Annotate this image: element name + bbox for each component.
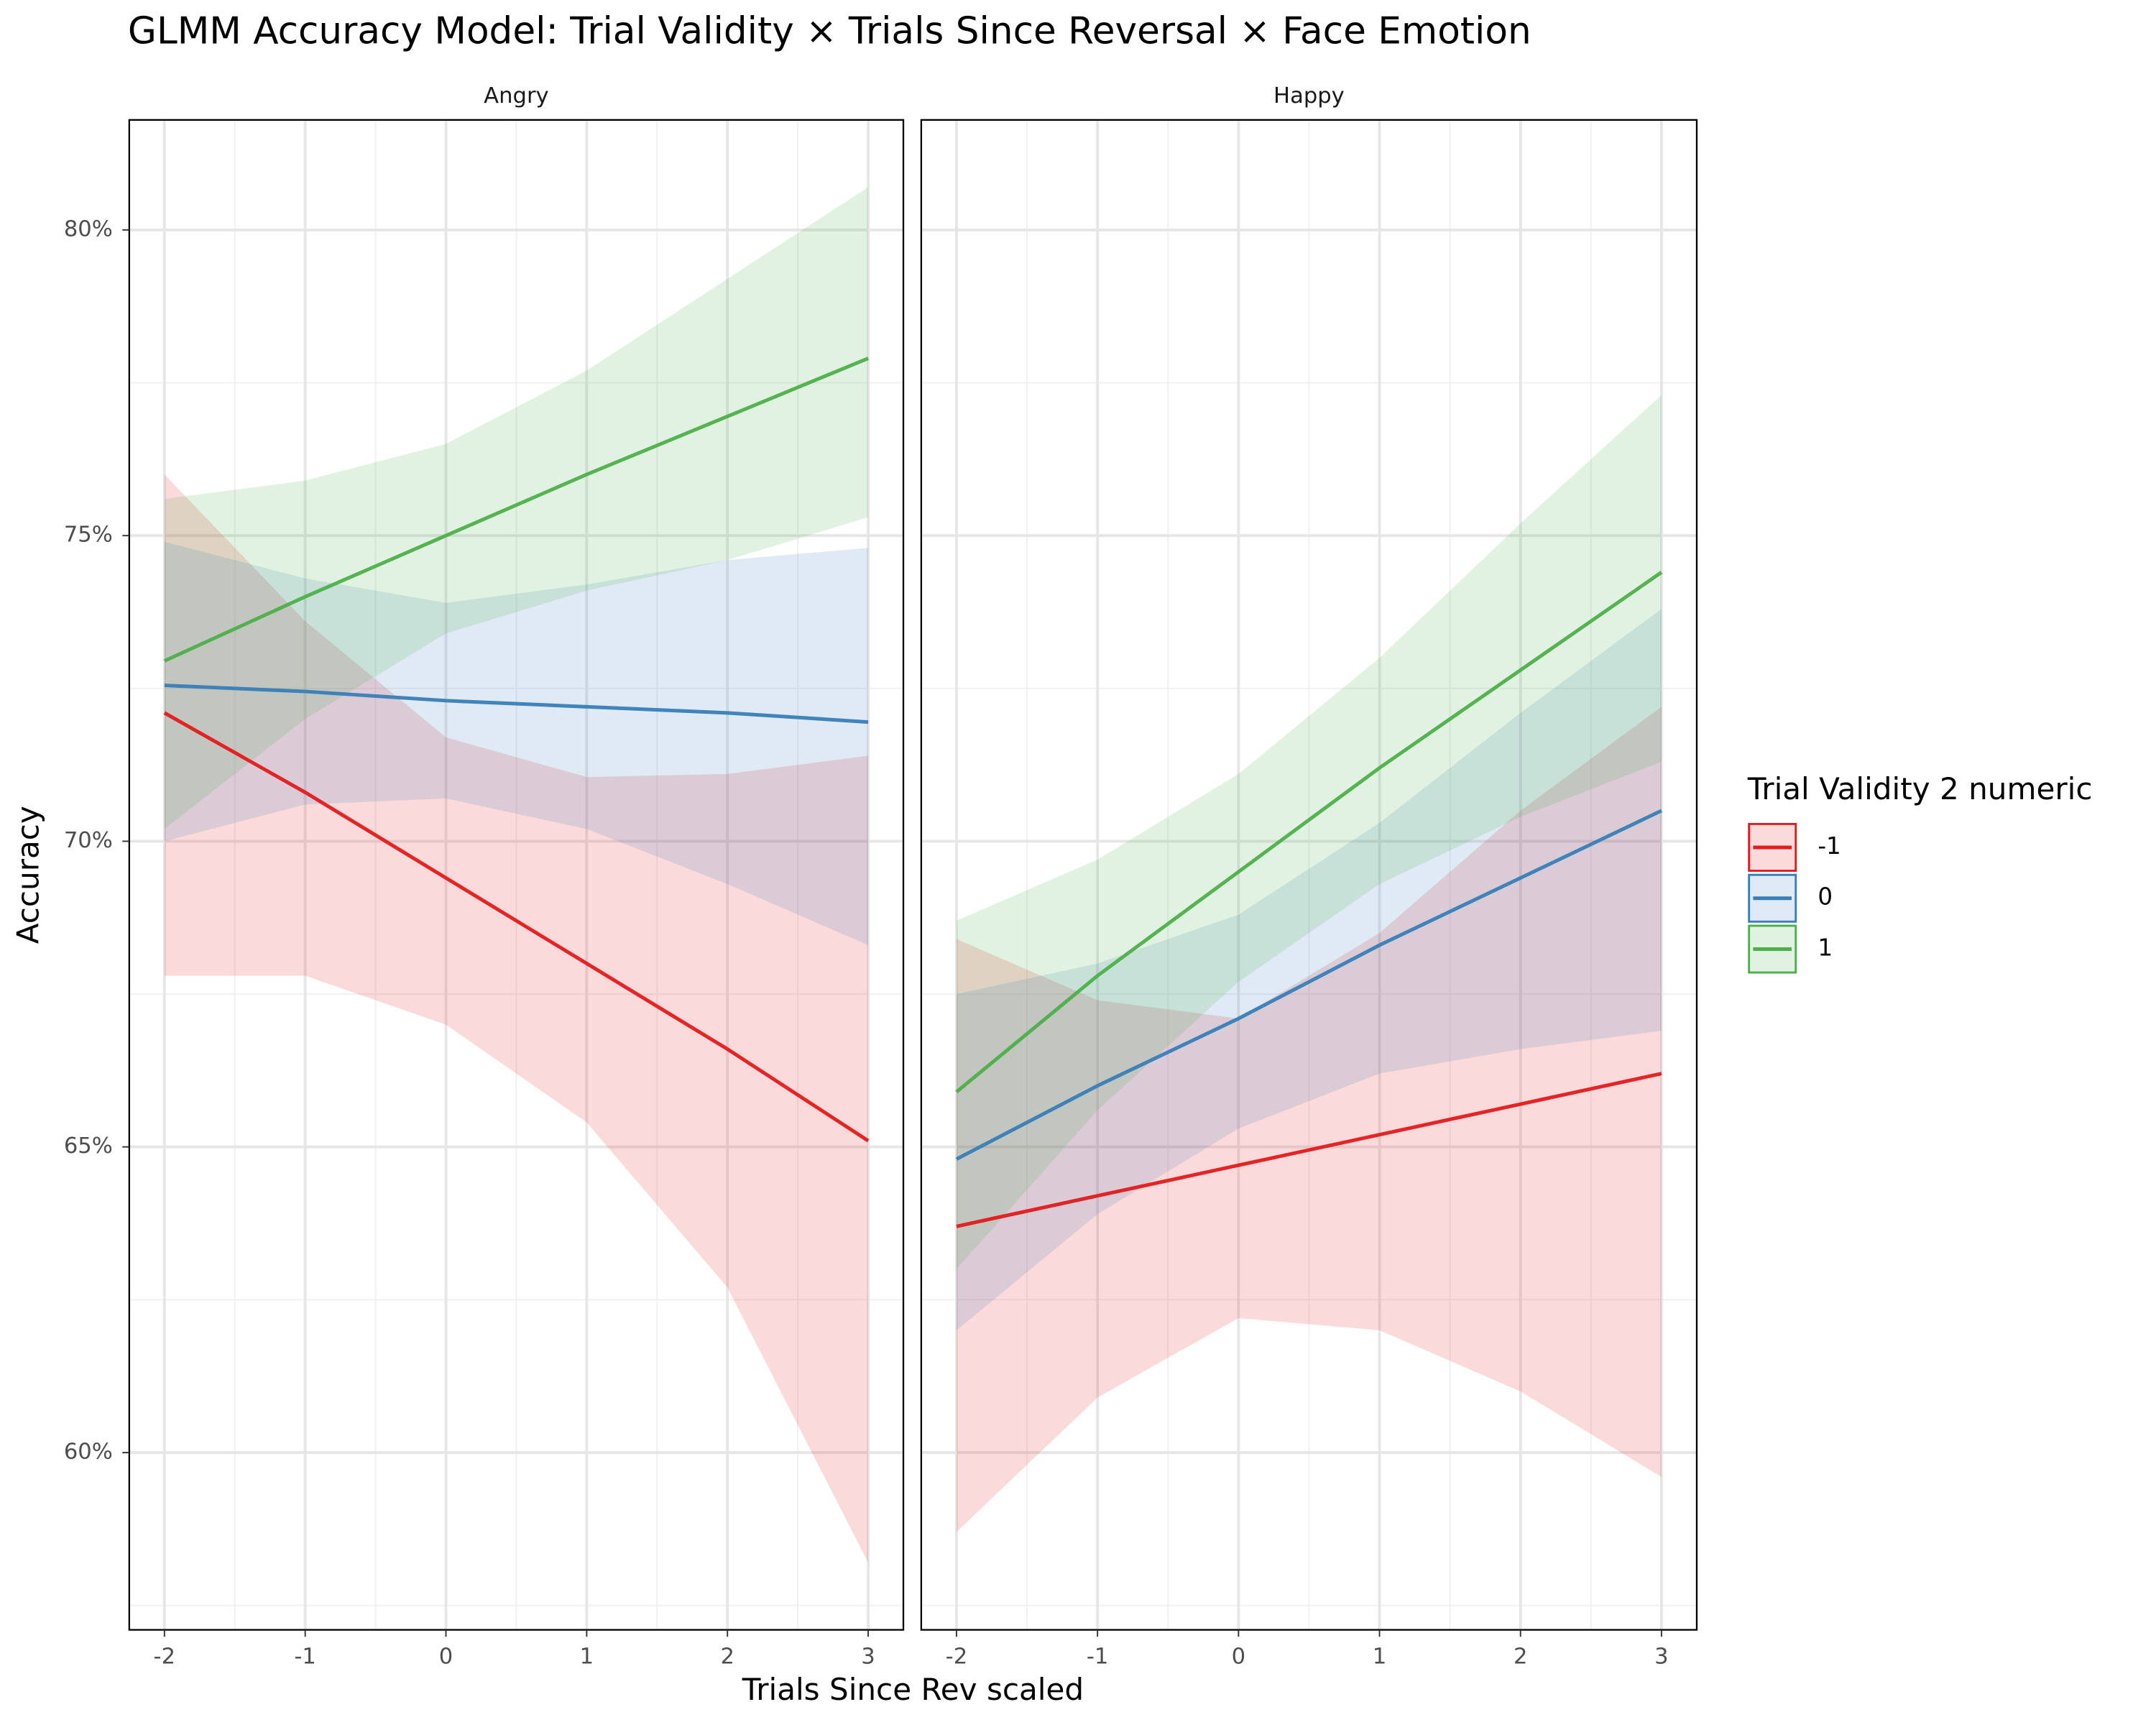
y-tick-label: 70%: [64, 828, 113, 853]
line: [163, 711, 870, 1143]
confidence-ribbon: [956, 395, 1662, 1269]
line: [955, 571, 1663, 1094]
x-tick-label: 3: [1654, 1644, 1668, 1669]
x-tick-label: 1: [580, 1644, 594, 1669]
y-tick-label: 75%: [64, 523, 113, 548]
panel-border: [128, 119, 905, 1631]
y-axis-label: Accuracy: [11, 806, 46, 944]
x-tick-label: 0: [1232, 1644, 1245, 1669]
x-tick-label: 1: [1373, 1644, 1386, 1669]
confidence-ribbon: [956, 707, 1662, 1532]
line: [164, 684, 869, 724]
confidence-ribbon: [164, 541, 869, 946]
line: [955, 809, 1662, 1161]
x-tick-label: 3: [861, 1644, 875, 1669]
legend-label: 1: [1818, 934, 1833, 962]
confidence-ribbon: [164, 187, 869, 829]
x-axis-label: Trials Since Rev scaled: [742, 1672, 1084, 1707]
panel-border: [920, 119, 1698, 1631]
x-tick-label: 2: [1514, 1644, 1527, 1669]
line: [956, 1072, 1662, 1228]
x-tick-label: -2: [154, 1644, 176, 1669]
facet-label: Happy: [1273, 83, 1345, 109]
y-tick-label: 60%: [64, 1439, 113, 1464]
facet-label: Angry: [484, 83, 548, 109]
legend-label: 0: [1818, 883, 1833, 911]
x-tick-label: 2: [720, 1644, 734, 1669]
line: [163, 356, 870, 663]
confidence-ribbon: [956, 609, 1662, 1330]
x-tick-label: -1: [1087, 1644, 1109, 1669]
y-tick-label: 65%: [64, 1133, 113, 1159]
x-tick-label: -1: [294, 1644, 316, 1669]
chart-title: GLMM Accuracy Model: Trial Validity × Tr…: [128, 9, 1531, 52]
x-tick-label: 0: [439, 1644, 453, 1669]
legend-title: Trial Validity 2 numeric: [1747, 771, 2093, 806]
confidence-ribbon: [164, 474, 869, 1563]
x-tick-label: -2: [946, 1644, 968, 1669]
legend-label: -1: [1818, 832, 1841, 860]
y-tick-label: 80%: [64, 216, 113, 242]
